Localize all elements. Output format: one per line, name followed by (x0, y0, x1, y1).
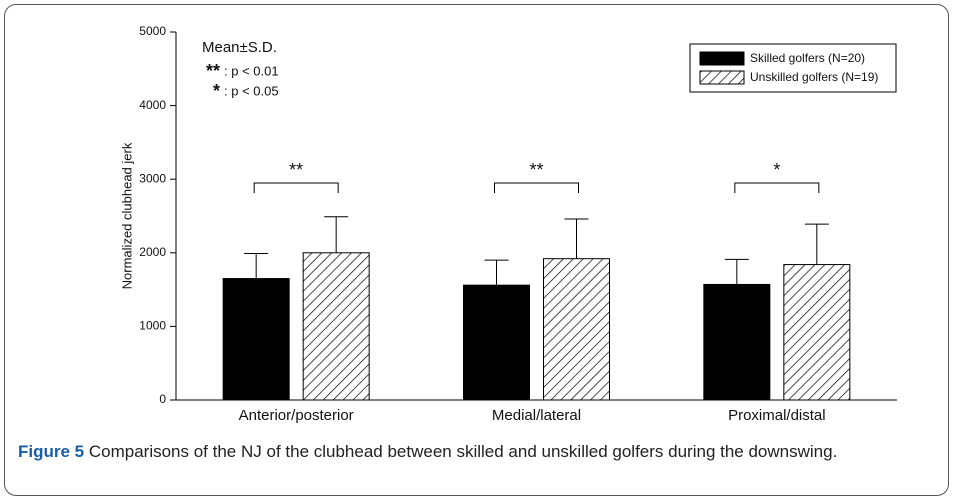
bar (463, 284, 530, 401)
y-axis-label: Normalized clubhead jerk (119, 142, 134, 289)
bar (222, 278, 290, 401)
y-tick-label: 3000 (139, 171, 166, 185)
legend-label: Skilled golfers (N=20) (750, 51, 865, 65)
significance-label: ** (529, 160, 543, 180)
legend-label: Unskilled golfers (N=19) (750, 70, 878, 84)
chart: Normalized clubhead jerk Mean±S.D. ** : … (119, 24, 897, 424)
annotation: * (213, 81, 220, 101)
y-tick-label: 4000 (139, 98, 166, 112)
annotation: : p < 0.01 (224, 63, 279, 78)
x-tick-label: Medial/lateral (492, 407, 581, 424)
caption: Figure 5 Comparisons of the NJ of the cl… (18, 440, 918, 464)
significance-label: ** (289, 160, 303, 180)
y-tick-label: 2000 (139, 245, 166, 259)
x-tick-label: Anterior/posterior (239, 407, 354, 424)
caption-text: Comparisons of the NJ of the clubhead be… (88, 442, 838, 461)
significance-bracket (734, 182, 820, 193)
bar (783, 264, 851, 401)
bar (703, 283, 771, 401)
bar (302, 252, 370, 401)
annotation: Mean±S.D. (202, 39, 277, 56)
y-tick-label: 0 (159, 392, 166, 406)
y-tick-label: 5000 (139, 24, 166, 38)
annotation: ** (206, 61, 220, 81)
annotation: : p < 0.05 (224, 83, 279, 98)
y-tick-label: 1000 (139, 319, 166, 333)
legend-swatch (699, 51, 745, 66)
significance-label: * (773, 160, 780, 180)
bar (543, 258, 610, 401)
significance-bracket (253, 182, 339, 193)
x-tick-label: Proximal/distal (728, 407, 826, 424)
caption-label: Figure 5 (18, 442, 85, 461)
figure-frame (4, 4, 949, 496)
legend-swatch (699, 70, 745, 85)
significance-bracket (494, 182, 579, 193)
